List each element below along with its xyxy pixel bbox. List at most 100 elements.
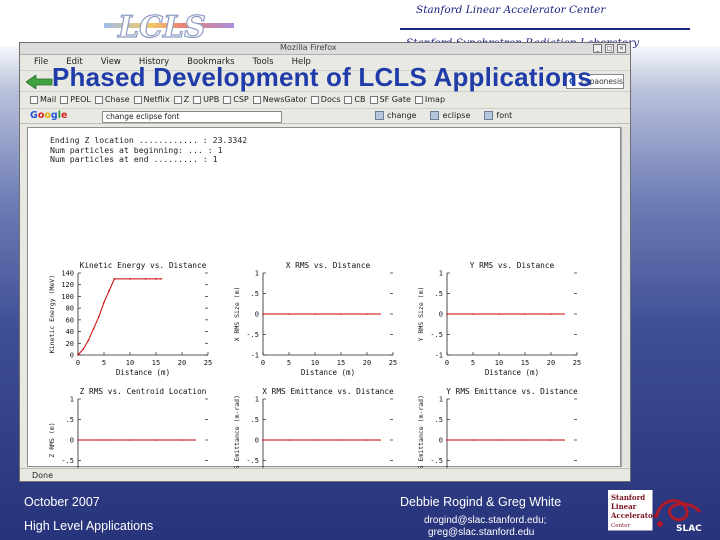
plot-data-point xyxy=(87,339,90,342)
bookmark-label: UPB xyxy=(203,95,220,104)
plot-data-point xyxy=(262,439,264,441)
plot-data-point xyxy=(288,439,290,441)
plot-y-label: X RMS Size (m) xyxy=(233,287,241,342)
bookmark-item[interactable]: Z xyxy=(173,93,190,107)
bookmark-item[interactable]: Imap xyxy=(414,93,445,107)
bookmark-item[interactable]: Chase xyxy=(94,93,130,107)
bookmark-item[interactable]: SF Gate xyxy=(369,93,411,107)
x-tick-label: 0 xyxy=(76,359,80,367)
bookmark-label: NewsGator xyxy=(262,95,307,104)
plot-title: Kinetic Energy vs. Distance xyxy=(80,261,207,270)
google-search-input[interactable]: change eclipse font xyxy=(102,111,282,123)
browser-window: Mozilla Firefox _ □ × File Edit View His… xyxy=(19,42,631,482)
slide-header: LCLS Stanford Linear Accelerator Center … xyxy=(0,0,720,49)
bookmark-label: SF Gate xyxy=(379,95,411,104)
y-tick-label: 60 xyxy=(66,316,74,324)
menu-history[interactable]: History xyxy=(138,57,170,67)
x-tick-label: 20 xyxy=(547,359,555,367)
chip-change[interactable]: change xyxy=(375,111,416,120)
menu-view[interactable]: View xyxy=(100,57,121,67)
plot-data-point xyxy=(160,278,162,280)
bookmark-item[interactable]: CSP xyxy=(223,93,249,107)
plot-x-label: Distance (m) xyxy=(301,368,355,377)
plot-data-point xyxy=(288,313,290,315)
menu-tools[interactable]: Tools xyxy=(252,57,274,67)
slac-mark: SLAC xyxy=(676,524,702,534)
bookmarks-toolbar: Mail PEOL Chase Netflix Z UPB CSP NewsGa… xyxy=(20,93,630,107)
chip-font[interactable]: font xyxy=(484,111,512,120)
maximize-icon[interactable]: □ xyxy=(605,44,614,53)
x-tick-label: 0 xyxy=(445,359,449,367)
x-tick-label: 25 xyxy=(389,359,397,367)
plot-x-label: Distance (m) xyxy=(485,368,539,377)
x-tick-label: 10 xyxy=(495,359,503,367)
plot-data-point xyxy=(113,278,116,280)
x-tick-label: 15 xyxy=(521,359,529,367)
vertical-scrollbar[interactable] xyxy=(621,127,630,467)
bookmark-item[interactable]: UPB xyxy=(193,93,219,107)
toolbar-search-box[interactable]: G capaonesis xyxy=(566,74,624,89)
bookmark-icon xyxy=(60,96,69,104)
bookmark-item[interactable]: CB xyxy=(344,93,366,107)
bookmark-item[interactable]: Docs xyxy=(310,93,340,107)
plot-title: Y RMS vs. Distance xyxy=(470,261,555,270)
menu-bookmarks[interactable]: Bookmarks xyxy=(187,57,235,67)
plot-data-point xyxy=(262,313,264,315)
y-tick-label: 100 xyxy=(61,293,74,301)
plot-series-line xyxy=(77,278,162,356)
plot-data-point xyxy=(379,439,381,441)
x-tick-label: 0 xyxy=(261,359,265,367)
plot-data-point xyxy=(77,439,79,441)
plot-data-point xyxy=(498,439,500,441)
menu-file[interactable]: File xyxy=(34,57,49,67)
minimize-icon[interactable]: _ xyxy=(593,44,602,53)
x-tick-label: 10 xyxy=(311,359,319,367)
chip-eclipse[interactable]: eclipse xyxy=(430,111,470,120)
plot-data-point xyxy=(194,439,196,441)
bookmark-item[interactable]: NewsGator xyxy=(252,93,307,107)
plot-data-point xyxy=(82,348,84,350)
chip-label: eclipse xyxy=(442,111,471,120)
footer-email-2[interactable]: greg@slac.stanford.edu xyxy=(428,527,535,538)
bookmark-label: Z xyxy=(183,95,190,104)
bookmark-item[interactable]: Netflix xyxy=(133,93,170,107)
menu-help[interactable]: Help xyxy=(291,57,311,67)
plot-data-point xyxy=(314,313,316,315)
bookmark-icon xyxy=(310,96,319,104)
plot-data-point xyxy=(340,439,342,441)
bookmark-icon xyxy=(94,96,103,104)
simulation-info: Ending Z location ............ : 23.3342… xyxy=(50,135,247,165)
lcls-logo-text: LCLS xyxy=(117,10,206,44)
bookmark-label: Mail xyxy=(40,95,57,104)
bookmark-label: CSP xyxy=(233,95,249,104)
close-icon[interactable]: × xyxy=(617,44,626,53)
plot-data-point xyxy=(98,316,100,318)
plot-data-point xyxy=(366,439,368,441)
bookmark-icon xyxy=(414,96,423,104)
plot-data-point xyxy=(129,278,131,280)
plot-title: X RMS vs. Distance xyxy=(286,261,371,270)
bookmark-icon xyxy=(223,96,232,104)
header-rule xyxy=(400,28,690,30)
y-tick-label: 1 xyxy=(439,396,443,404)
plot-data-point xyxy=(563,313,565,315)
plot-y-label: Kinetic Energy (MeV) xyxy=(48,275,56,353)
bookmark-icon xyxy=(173,96,182,104)
plot-grid: Kinetic Energy vs. Distance0204060801001… xyxy=(48,261,581,468)
google-logo: Google xyxy=(30,110,68,121)
x-tick-label: 25 xyxy=(204,359,212,367)
back-arrow-icon[interactable] xyxy=(26,75,54,89)
plot-data-point xyxy=(92,327,95,330)
y-tick-label: .5 xyxy=(251,290,259,298)
y-tick-label: 20 xyxy=(66,340,74,348)
footer-email-1[interactable]: drogind@slac.stanford.edu; xyxy=(424,515,547,526)
plot-y-label: X RMS Emittance (m-rad) xyxy=(233,395,241,468)
slac-dot-icon xyxy=(657,521,663,527)
bookmark-icon xyxy=(193,96,202,104)
bookmark-item[interactable]: PEOL xyxy=(60,93,91,107)
menu-edit[interactable]: Edit xyxy=(66,57,83,67)
y-tick-label: 0 xyxy=(439,437,443,445)
plot-data-point xyxy=(550,439,552,441)
plot-data-point xyxy=(108,289,110,292)
bookmark-item[interactable]: Mail xyxy=(30,93,56,107)
